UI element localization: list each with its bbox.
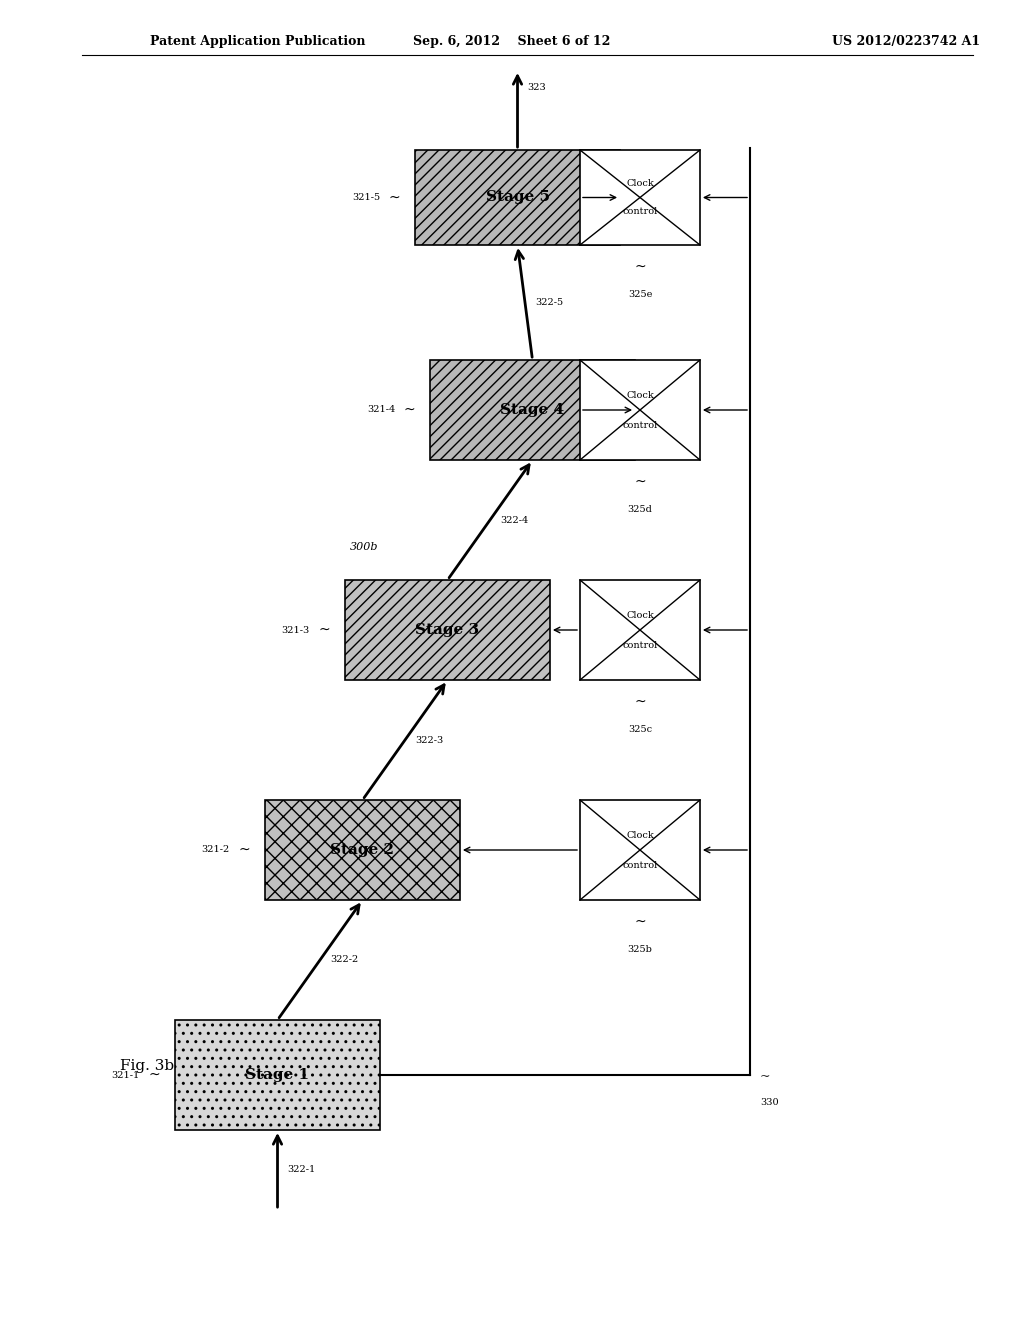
Text: Stage 1: Stage 1 — [246, 1068, 309, 1082]
Text: Clock: Clock — [626, 611, 654, 619]
Text: Stage 2: Stage 2 — [331, 843, 394, 857]
Bar — [265, 800, 460, 900]
Bar — [580, 150, 700, 246]
Text: 321-5: 321-5 — [352, 193, 380, 202]
Text: Clock: Clock — [626, 830, 654, 840]
Text: 321-3: 321-3 — [282, 626, 310, 635]
Text: 300b: 300b — [350, 543, 379, 552]
Text: ~: ~ — [403, 403, 415, 417]
Bar — [345, 579, 550, 680]
Text: Stage 3: Stage 3 — [416, 623, 479, 638]
Text: control: control — [623, 640, 657, 649]
Text: ~: ~ — [388, 190, 400, 205]
Text: 325d: 325d — [628, 506, 652, 513]
Text: Clock: Clock — [626, 391, 654, 400]
Text: 322-4: 322-4 — [500, 516, 528, 524]
Text: 322-2: 322-2 — [330, 956, 358, 965]
Text: ~: ~ — [634, 915, 646, 929]
Text: ~: ~ — [148, 1068, 160, 1082]
Bar — [430, 360, 635, 459]
Text: ~: ~ — [318, 623, 330, 638]
Text: control: control — [623, 861, 657, 870]
Bar — [175, 1020, 380, 1130]
Text: 321-2: 321-2 — [202, 846, 230, 854]
Text: Fig. 3b: Fig. 3b — [120, 1059, 174, 1073]
Text: 321-1: 321-1 — [112, 1071, 140, 1080]
Bar — [580, 579, 700, 680]
Text: Sep. 6, 2012    Sheet 6 of 12: Sep. 6, 2012 Sheet 6 of 12 — [414, 36, 610, 48]
Text: 325b: 325b — [628, 945, 652, 954]
Text: control: control — [623, 421, 657, 429]
Bar — [580, 800, 700, 900]
Text: 322-5: 322-5 — [535, 298, 563, 308]
Text: ~: ~ — [760, 1071, 770, 1082]
Text: Patent Application Publication: Patent Application Publication — [150, 36, 366, 48]
Text: 325e: 325e — [628, 290, 652, 300]
Text: 325c: 325c — [628, 725, 652, 734]
Text: 330: 330 — [760, 1098, 778, 1107]
Text: 323: 323 — [527, 83, 546, 92]
Text: ~: ~ — [239, 843, 250, 857]
Text: 322-1: 322-1 — [288, 1166, 315, 1175]
Text: Stage 4: Stage 4 — [501, 403, 564, 417]
Text: 322-3: 322-3 — [415, 735, 443, 744]
Text: ~: ~ — [634, 260, 646, 275]
Bar — [580, 360, 700, 459]
Text: control: control — [623, 207, 657, 216]
Text: US 2012/0223742 A1: US 2012/0223742 A1 — [831, 36, 980, 48]
Text: Stage 5: Stage 5 — [485, 190, 550, 205]
Text: ~: ~ — [634, 475, 646, 488]
Bar — [415, 150, 620, 246]
Text: Clock: Clock — [626, 178, 654, 187]
Text: 321-4: 321-4 — [367, 405, 395, 414]
Text: ~: ~ — [634, 696, 646, 709]
